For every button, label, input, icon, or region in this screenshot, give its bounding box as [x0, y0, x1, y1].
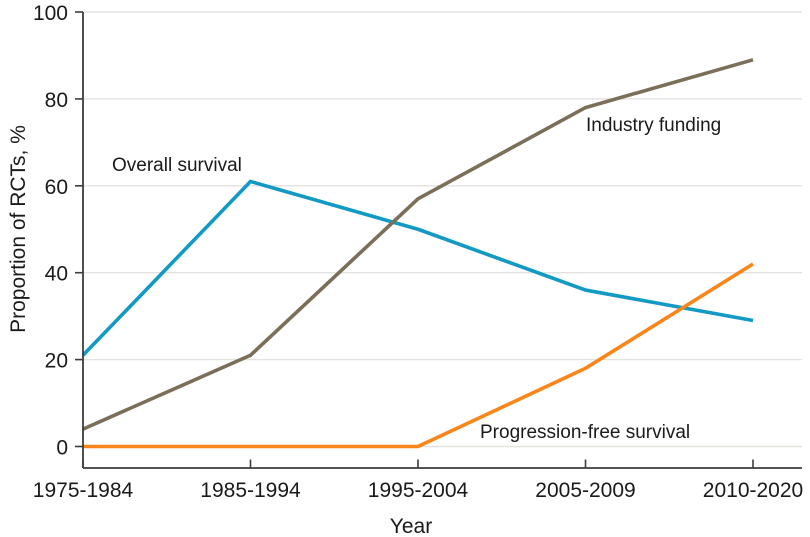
y-tick-label: 40	[45, 263, 68, 286]
y-tick-label: 20	[45, 350, 68, 373]
x-tick-label: 2010-2020	[703, 479, 803, 502]
y-tick-label: 60	[45, 176, 68, 199]
y-tick-label: 100	[33, 2, 68, 25]
x-tick-label: 2005-2009	[535, 479, 635, 502]
y-tick-label: 0	[56, 437, 68, 460]
y-axis-ticks: 0 20 40 60 80 100	[33, 2, 83, 460]
series-label-industry-funding: Industry funding	[586, 115, 721, 136]
x-tick-label: 1985-1994	[200, 479, 301, 502]
gridlines	[84, 11, 802, 448]
x-tick-label: 1995-2004	[368, 479, 469, 502]
x-axis-ticks: 1975-1984 1985-1994 1995-2004 2005-2009 2010…	[33, 459, 803, 502]
series-label-progression-free-survival: Progression-free survival	[480, 422, 690, 443]
series-line-progression-free-survival	[83, 262, 754, 449]
x-axis-title: Year	[390, 515, 432, 537]
y-tick-label: 80	[45, 89, 68, 112]
series-label-overall-survival: Overall survival	[112, 155, 242, 176]
x-tick-label: 1975-1984	[33, 479, 134, 502]
series-lines	[81, 58, 754, 449]
y-axis-title: Proportion of RCTs, %	[7, 125, 30, 333]
series-line-industry-funding	[82, 58, 754, 431]
series-line-overall-survival	[81, 179, 754, 357]
